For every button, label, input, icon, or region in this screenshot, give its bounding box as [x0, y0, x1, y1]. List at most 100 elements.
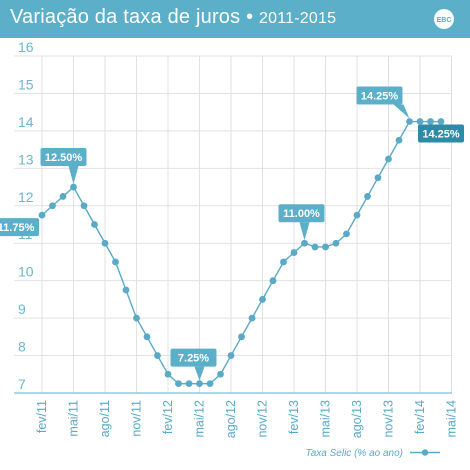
x-tick-label: mai/13: [319, 400, 333, 438]
callout-pointer: [299, 222, 310, 241]
chart-header: Variação da taxa de juros • 2011-2015 EB…: [0, 0, 470, 38]
data-point: [395, 136, 403, 144]
title-years: 2011-2015: [259, 10, 337, 27]
x-tick-label: mai/14: [445, 400, 459, 438]
data-point: [364, 193, 371, 200]
callout-pointer: [393, 104, 410, 119]
callout-pointer: [68, 166, 79, 185]
callout-label: 7.25%: [178, 353, 209, 365]
data-point: [164, 370, 172, 378]
callout-label: 11.75%: [0, 222, 35, 234]
data-point: [301, 239, 308, 247]
data-point: [143, 333, 151, 341]
x-tick-label: nov/11: [130, 400, 144, 437]
data-point: [112, 258, 119, 266]
callout-label: 11.00%: [283, 208, 320, 220]
x-tick-label: nov/13: [382, 400, 396, 438]
data-point: [91, 221, 98, 228]
data-point: [206, 380, 214, 388]
data-point: [133, 314, 140, 322]
title-separator: •: [240, 6, 260, 28]
data-point: [238, 333, 245, 341]
line-chart: 78910111213141516fev/11mai/11ago/11nov/1…: [0, 39, 464, 459]
ebc-logo-icon: EBC: [434, 9, 454, 29]
data-point: [80, 202, 88, 210]
callout-label: 12.50%: [45, 152, 83, 164]
callout: 14.25%: [356, 86, 410, 119]
data-point: [49, 202, 56, 210]
callout: 12.50%: [40, 148, 87, 185]
series-line: [41, 120, 441, 385]
data-point: [311, 243, 319, 251]
data-point: [427, 118, 434, 125]
data-point: [385, 155, 392, 163]
callout-label: 14.25%: [422, 129, 460, 141]
legend-point-swatch: [421, 449, 429, 456]
y-tick-label: 12: [18, 189, 34, 205]
series-line-layer: [41, 120, 441, 385]
callout-box: [40, 148, 87, 167]
x-tick-label: ago/12: [224, 400, 238, 438]
x-tick-label: fev/13: [287, 400, 301, 434]
y-tick-label: 8: [18, 339, 26, 355]
y-tick-label: 13: [18, 151, 34, 167]
data-point: [59, 193, 67, 200]
data-point: [196, 380, 203, 388]
data-point: [343, 230, 350, 238]
data-point: [269, 277, 277, 285]
data-points: [38, 118, 445, 388]
data-point: [185, 380, 193, 388]
x-tick-label: fev/11: [35, 400, 49, 433]
callout-box: [170, 348, 217, 367]
x-tick-label: fev/12: [161, 400, 175, 434]
callout-box: [0, 218, 39, 237]
y-tick-label: 7: [18, 376, 26, 392]
y-tick-label: 14: [18, 114, 34, 130]
data-point: [332, 239, 340, 247]
data-point: [437, 118, 445, 125]
data-point: [154, 352, 161, 359]
callout-box: [278, 204, 325, 223]
callout-box: [356, 86, 403, 105]
chart-title: Variação da taxa de juros • 2011-2015: [10, 6, 336, 29]
data-point: [322, 243, 329, 251]
data-point: [353, 211, 361, 219]
x-tick-label: mai/12: [193, 400, 207, 438]
callout: 14.25%: [418, 124, 464, 143]
x-tick-label: ago/13: [350, 400, 364, 438]
data-point: [38, 211, 46, 219]
x-tick-label: mai/11: [67, 400, 81, 437]
y-tick-label: 16: [18, 39, 34, 55]
title-main: Variação da taxa de juros: [10, 6, 241, 28]
y-tick-label: 9: [18, 301, 26, 317]
legend-label: Taxa Selic (% ao ano): [306, 448, 403, 459]
callout-pointer: [194, 366, 205, 381]
callout-label: 14.25%: [361, 91, 399, 103]
callout-box: [418, 124, 464, 143]
data-point: [70, 183, 77, 191]
data-point: [122, 286, 130, 294]
data-point: [101, 239, 109, 247]
data-point: [227, 352, 235, 359]
data-point: [280, 258, 287, 266]
x-tick-label: nov/12: [256, 400, 270, 438]
callout: 11.00%: [278, 204, 325, 241]
grid: [14, 55, 452, 394]
callout: 7.25%: [170, 348, 217, 381]
data-point: [374, 174, 382, 182]
data-point: [290, 249, 298, 256]
data-point: [259, 295, 266, 303]
y-tick-label: 15: [18, 76, 34, 92]
data-point: [248, 314, 256, 322]
data-point: [217, 370, 224, 378]
annotations: 11.75% 12.50% 7.25% 11.00% 14.25% 14.25%: [0, 86, 464, 381]
y-tick-label: 10: [18, 264, 34, 280]
data-point: [175, 380, 182, 388]
data-point: [406, 118, 413, 125]
legend: Taxa Selic (% ao ano): [306, 448, 440, 459]
callout: 11.75%: [0, 218, 39, 237]
data-point: [416, 118, 424, 125]
logo-text: EBC: [437, 17, 452, 24]
x-tick-label: ago/11: [98, 400, 112, 437]
x-tick-label: fev/14: [413, 400, 427, 434]
